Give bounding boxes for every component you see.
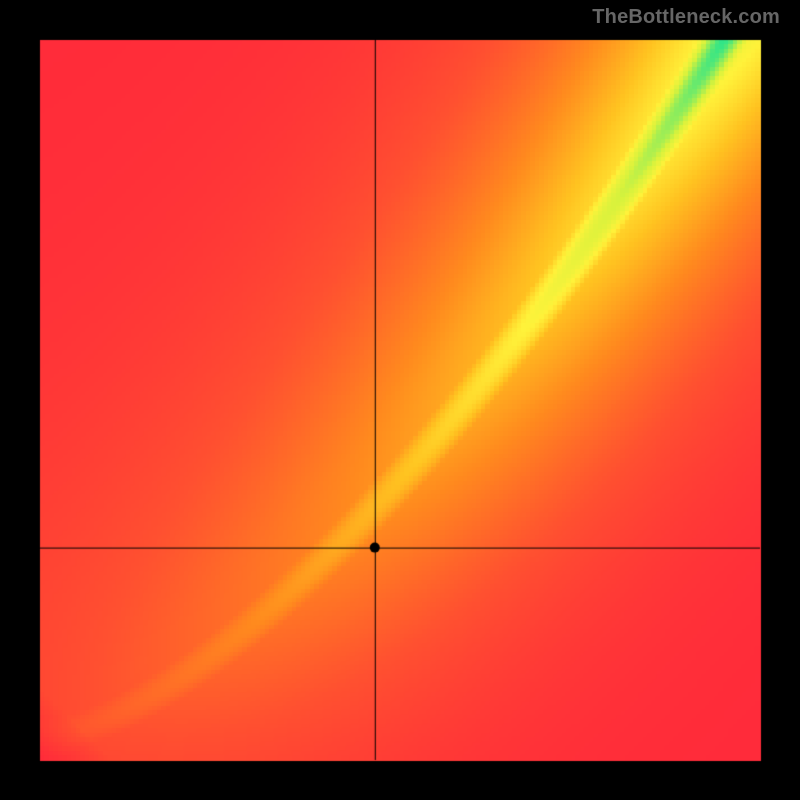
watermark-text: TheBottleneck.com xyxy=(592,6,780,29)
chart-container: TheBottleneck.com xyxy=(0,0,800,800)
heatmap-canvas xyxy=(0,0,800,800)
